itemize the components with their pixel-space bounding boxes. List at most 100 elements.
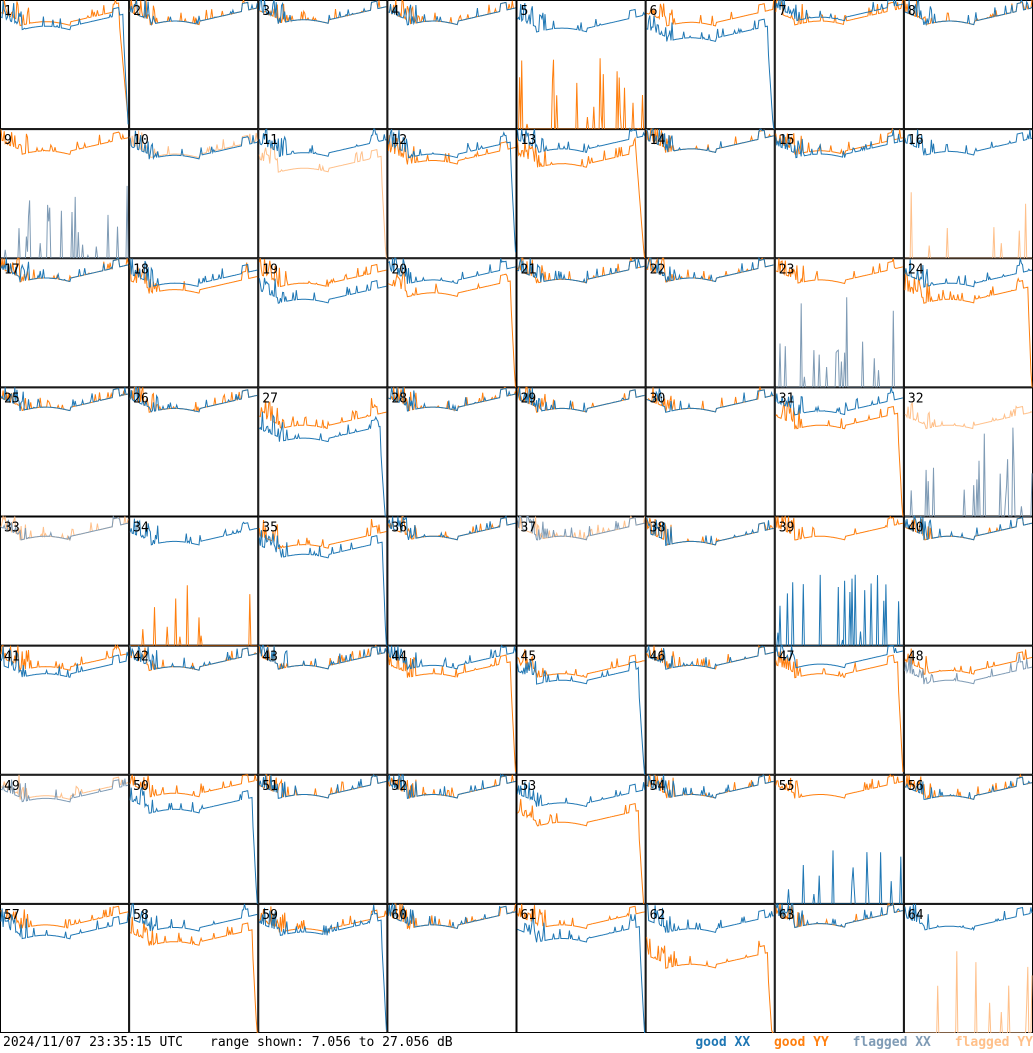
series-good-xx bbox=[904, 903, 1033, 932]
panel-18: 18 bbox=[129, 258, 259, 388]
panel-19: 19 bbox=[258, 258, 388, 388]
series-good-xx bbox=[517, 387, 645, 413]
panel-32: 32 bbox=[903, 387, 1033, 517]
panel-1: 1 bbox=[0, 0, 130, 130]
series-good-xx bbox=[259, 645, 387, 670]
panel-frame bbox=[387, 0, 517, 130]
panel-label: 55 bbox=[779, 779, 795, 794]
series-good-xx bbox=[388, 387, 516, 412]
series-good-xx bbox=[129, 645, 258, 671]
panel-33: 33 bbox=[0, 514, 130, 646]
panel-label: 22 bbox=[650, 262, 666, 277]
series-good-yy bbox=[129, 262, 258, 294]
panel-label: 58 bbox=[133, 908, 149, 923]
series-good-yy bbox=[775, 401, 904, 517]
series-flagged-xx bbox=[775, 297, 903, 388]
panel-24: 24 bbox=[903, 258, 1033, 388]
panel-frame bbox=[387, 774, 517, 904]
panel-14: 14 bbox=[645, 128, 775, 259]
series-good-yy bbox=[904, 270, 1033, 388]
series-good-xx bbox=[258, 277, 387, 304]
panel-31: 31 bbox=[774, 387, 904, 517]
panel-frame bbox=[645, 774, 775, 904]
panel-label: 6 bbox=[650, 4, 658, 19]
panel-label: 14 bbox=[650, 133, 666, 148]
panel-frame bbox=[0, 516, 130, 646]
series-good-xx bbox=[387, 128, 516, 253]
panel-frame bbox=[387, 258, 517, 388]
panel-22: 22 bbox=[645, 256, 775, 388]
panel-label: 60 bbox=[391, 908, 407, 923]
panel-41: 41 bbox=[0, 644, 130, 775]
panel-28: 28 bbox=[387, 386, 517, 517]
panel-frame bbox=[129, 774, 259, 904]
series-good-xx bbox=[387, 515, 516, 541]
series-good-xx bbox=[0, 257, 129, 283]
panel-40: 40 bbox=[903, 514, 1033, 646]
panel-frame bbox=[774, 774, 904, 904]
panel-label: 38 bbox=[650, 521, 666, 536]
series-flagged-yy bbox=[517, 515, 646, 541]
panel-frame bbox=[258, 387, 388, 517]
legend: good XX good YY flagged XX flagged YY bbox=[679, 1033, 1033, 1053]
series-good-yy bbox=[259, 398, 387, 430]
panel-frame bbox=[387, 387, 517, 517]
panel-frame bbox=[645, 258, 775, 388]
panel-label: 43 bbox=[262, 650, 278, 665]
panel-63: 63 bbox=[774, 902, 904, 1033]
panel-label: 39 bbox=[779, 521, 795, 536]
panel-38: 38 bbox=[645, 516, 775, 646]
series-good-yy bbox=[0, 644, 129, 673]
panel-label: 24 bbox=[908, 262, 924, 277]
series-good-yy bbox=[259, 906, 387, 933]
panel-21: 21 bbox=[516, 256, 646, 388]
series-good-yy bbox=[517, 649, 645, 678]
panel-17: 17 bbox=[0, 257, 130, 388]
panel-15: 15 bbox=[774, 127, 904, 259]
series-good-xx bbox=[775, 850, 903, 905]
series-good-xx bbox=[646, 128, 774, 154]
series-good-yy bbox=[388, 270, 516, 388]
footer: 2024/11/07 23:35:15 UTC range shown: 7.0… bbox=[0, 1033, 1033, 1053]
panel-frame bbox=[129, 258, 259, 388]
panel-frame bbox=[516, 387, 646, 517]
series-good-yy bbox=[646, 774, 774, 799]
timestamp: 2024/11/07 23:35:15 UTC bbox=[3, 1035, 184, 1050]
series-good-yy bbox=[517, 136, 646, 259]
panel-36: 36 bbox=[387, 515, 517, 646]
panel-frame bbox=[258, 645, 388, 775]
series-good-yy bbox=[517, 903, 645, 929]
panel-frame bbox=[129, 516, 259, 646]
panel-11: 11 bbox=[258, 128, 388, 259]
panel-frame bbox=[645, 0, 775, 130]
panel-frame bbox=[129, 0, 259, 130]
panel-8: 8 bbox=[903, 0, 1033, 130]
panel-frame bbox=[387, 516, 517, 646]
series-good-yy bbox=[129, 386, 258, 413]
series-good-xx bbox=[646, 388, 774, 413]
series-good-xx bbox=[904, 514, 1033, 541]
panel-frame bbox=[0, 0, 130, 130]
panel-frame bbox=[258, 0, 388, 130]
panel-frame bbox=[0, 645, 130, 775]
panel-58: 58 bbox=[129, 903, 259, 1033]
panel-42: 42 bbox=[129, 645, 259, 775]
panel-label: 25 bbox=[4, 391, 20, 406]
series-good-yy bbox=[0, 905, 129, 929]
series-good-xx bbox=[129, 386, 258, 413]
panel-frame bbox=[774, 645, 904, 775]
panel-label: 18 bbox=[133, 262, 149, 277]
series-good-xx bbox=[904, 0, 1033, 27]
panel-26: 26 bbox=[129, 386, 259, 517]
series-good-xx bbox=[646, 645, 774, 670]
panel-46: 46 bbox=[645, 644, 775, 775]
panel-label: 4 bbox=[391, 4, 399, 19]
series-good-yy bbox=[517, 798, 645, 905]
panel-label: 41 bbox=[4, 650, 20, 665]
panel-frame bbox=[387, 645, 517, 775]
panel-label: 45 bbox=[521, 650, 537, 665]
panel-label: 51 bbox=[262, 779, 278, 794]
panel-frame bbox=[774, 258, 904, 388]
panel-50: 50 bbox=[129, 774, 259, 904]
panel-10: 10 bbox=[129, 129, 259, 259]
